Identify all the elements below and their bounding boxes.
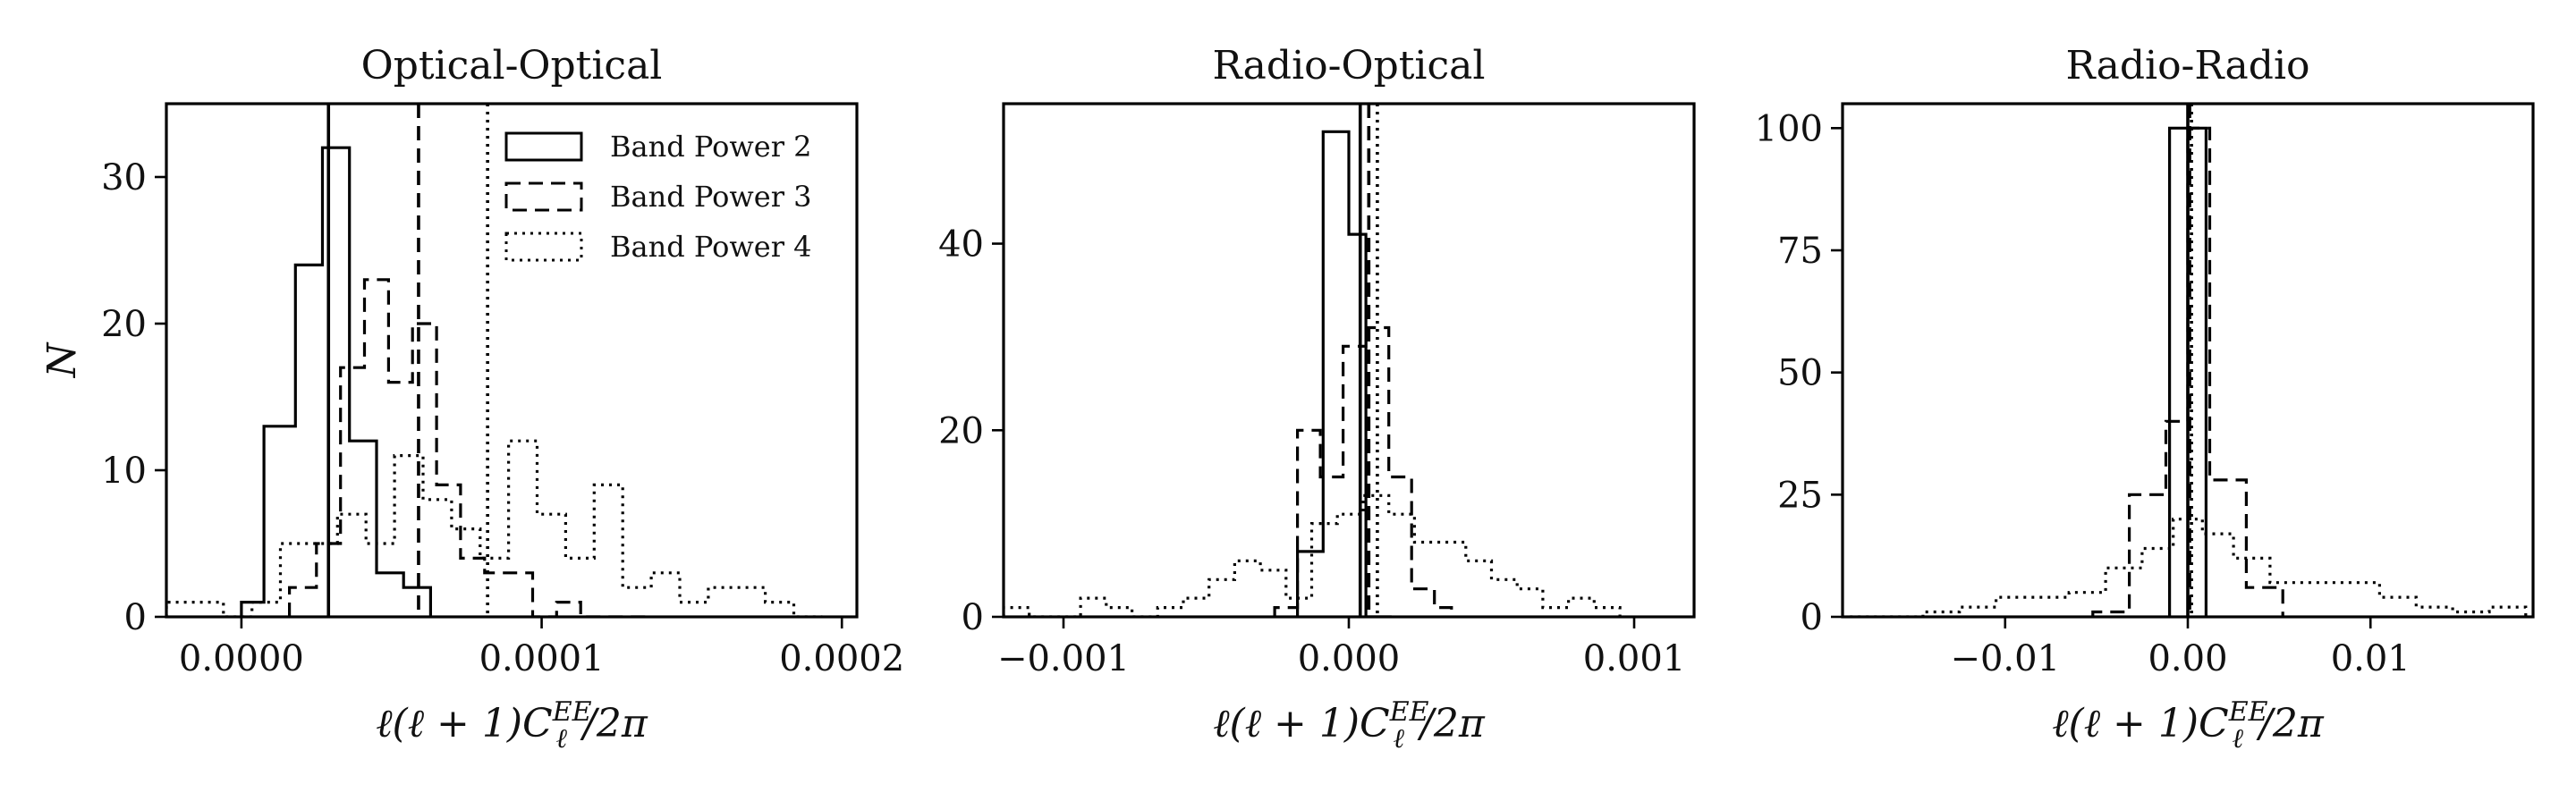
legend-label: Band Power 3 (610, 180, 812, 214)
legend-swatch-dotted (504, 232, 583, 262)
chart-title: Radio-Radio (2065, 43, 2309, 89)
plot-area (1004, 104, 1622, 617)
x-tick-label: −0.01 (1950, 638, 2060, 679)
y-tick-label: 0 (962, 597, 984, 638)
histogram-dashed (288, 278, 653, 617)
x-axis-label: ℓ(ℓ + 1)CEE ℓ/2π (1213, 696, 1486, 755)
x-axis-label: ℓ(ℓ + 1)CEE ℓ/2π (2052, 696, 2325, 755)
y-tick-label: 10 (101, 451, 147, 492)
y-tick-label: 0 (124, 597, 147, 638)
chart-title: Radio-Optical (1213, 43, 1486, 89)
y-tick-label: 30 (101, 157, 147, 198)
legend-label: Band Power 2 (610, 130, 812, 164)
x-tick-label: 0.000 (1298, 638, 1401, 679)
chart-panel-1: 0.0000 0.0001 0.0002 0 10 20 30 Optical-Optical… (39, 43, 904, 755)
x-tick-label: 0.001 (1583, 638, 1686, 679)
y-tick-label: 50 (1777, 353, 1823, 394)
chart-title: Optical-Optical (361, 43, 663, 89)
axes-frame (165, 102, 859, 619)
histogram-dashed (1273, 325, 1453, 617)
legend: Band Power 2 Band Power 3 Band Power 4 (504, 130, 812, 264)
legend-label: Band Power 4 (610, 230, 812, 264)
x-tick-label: −0.001 (997, 638, 1130, 679)
histogram-solid (1296, 130, 1392, 617)
x-axis-label: ℓ(ℓ + 1)CEE ℓ/2π (376, 696, 648, 755)
y-tick-label: 100 (1755, 108, 1823, 149)
y-tick-label: 20 (938, 410, 984, 451)
y-tick-label: 75 (1777, 231, 1823, 272)
histogram-dashed (2091, 126, 2284, 617)
x-tick-label: 0.00 (2148, 638, 2227, 679)
x-tick-label: 0.0002 (779, 638, 904, 679)
x-tick-label: 0.0001 (479, 638, 605, 679)
histogram-dotted (1004, 493, 1622, 617)
y-tick-label: 25 (1777, 475, 1823, 516)
histogram-solid (240, 146, 432, 617)
chart-panel-3: −0.01 0.00 0.01 0 25 50 75 100 Radio-Radio ℓ(ℓ + … (1755, 43, 2535, 755)
legend-swatch-dashed (504, 181, 583, 212)
x-tick-label: 0.0000 (179, 638, 304, 679)
y-axis-label: N (39, 341, 85, 378)
plot-area (1850, 104, 2528, 617)
chart-panel-2: −0.001 0.000 0.001 0 20 40 Radio-Optical ℓ(ℓ + … (938, 43, 1696, 755)
plot-area (166, 104, 823, 617)
legend-swatch-solid (504, 131, 583, 162)
y-tick-label: 40 (938, 224, 984, 266)
x-tick-label: 0.01 (2331, 638, 2411, 679)
y-tick-label: 20 (101, 304, 147, 345)
y-tick-label: 0 (1801, 597, 1823, 638)
